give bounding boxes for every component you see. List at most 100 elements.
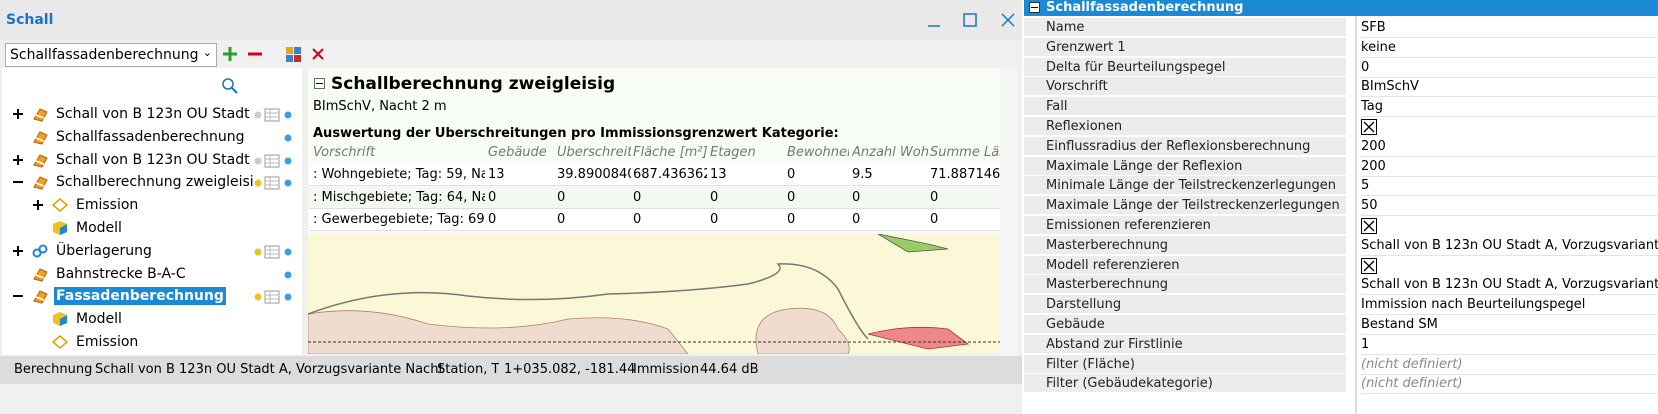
status-text: 44.64 dB — [700, 362, 759, 377]
table-cell: 0 — [557, 189, 566, 205]
tree-item[interactable]: Modell — [76, 311, 122, 328]
search-icon[interactable] — [220, 76, 240, 96]
table-cell: 71.8871467 — [930, 167, 1000, 182]
table-cell: 0 — [710, 189, 719, 205]
property-name: Minimale Länge der Teilstreckenzerlegung… — [1024, 176, 1346, 196]
column-header: Anzahl Woh — [852, 145, 928, 160]
expander — [33, 200, 43, 211]
status-marker — [254, 290, 292, 304]
report-title: Schallberechnung zweigleisig — [331, 74, 616, 94]
property-name: Emissionen referenzieren — [1024, 216, 1346, 235]
property-value[interactable]: BImSchV — [1361, 77, 1658, 98]
window-controls[interactable] — [920, 10, 1020, 32]
tree-item[interactable]: Bahnstrecke B-A-C — [56, 265, 186, 282]
tree-icon — [53, 221, 67, 235]
table-cell: 0 — [787, 167, 796, 182]
status-marker — [284, 134, 292, 142]
property-value[interactable]: 5 — [1361, 176, 1658, 197]
tree-icon — [52, 335, 68, 349]
table-cell: 0 — [710, 212, 719, 227]
tree-icon — [33, 267, 48, 282]
column-header: Fläche [m²] — [633, 145, 707, 160]
expander — [13, 245, 23, 256]
map[interactable] — [308, 234, 1000, 354]
tree-item[interactable]: Emission — [76, 334, 139, 350]
expander — [13, 181, 23, 184]
tree-item[interactable]: Modell — [76, 220, 122, 236]
table-cell: 0 — [852, 189, 861, 205]
table-cell: 9.5 — [852, 167, 873, 182]
property-name: Masterberechnung — [1024, 275, 1346, 295]
status-text: Station, T — [437, 362, 500, 377]
column-header: Summe Läst — [930, 145, 1000, 160]
property-value[interactable]: SFB — [1361, 18, 1658, 38]
status-marker — [284, 271, 292, 279]
tree-item[interactable]: Schallberechnung zweigleisig — [56, 174, 254, 191]
property-value[interactable]: 200 — [1361, 157, 1658, 177]
tree-icon — [52, 198, 68, 213]
dropdown[interactable]: Schallfassadenberechnung ⌄ — [5, 43, 217, 67]
table-row[interactable] — [309, 164, 1000, 186]
property-name: Filter (Fläche) — [1024, 354, 1346, 374]
scrollbar[interactable] — [1000, 68, 1018, 356]
property-name: Modell referenzieren — [1024, 255, 1346, 275]
status-marker — [254, 154, 292, 168]
property-name: Filter (Gebäudekategorie) — [1024, 374, 1346, 394]
property-name: Vorschrift — [1024, 77, 1346, 97]
property-value[interactable]: Tag — [1361, 97, 1658, 118]
column-header: Etagen — [710, 145, 756, 160]
checkbox — [1361, 119, 1377, 135]
property-value[interactable]: (nicht definiert) — [1361, 374, 1658, 395]
table-cell: 0 — [930, 189, 939, 205]
property-name: Grenzwert 1 — [1024, 37, 1346, 57]
tree-icon — [33, 176, 48, 190]
property-name: Maximale Länge der Reflexion — [1024, 156, 1346, 176]
tree-item[interactable]: Fassadenberechnung — [54, 287, 226, 306]
tree-panel — [2, 68, 302, 355]
dropdown-text: Schallfassadenberechnung — [10, 47, 199, 63]
tree-icon — [33, 153, 48, 168]
property-value[interactable]: 1 — [1361, 335, 1658, 355]
column-header: Gebäude — [488, 145, 547, 160]
column-header: Bewohner — [787, 145, 849, 160]
property-name: Darstellung — [1024, 295, 1346, 315]
window-title: Schall — [6, 12, 54, 28]
status-marker — [254, 176, 292, 190]
collapse-icon[interactable] — [1029, 2, 1041, 14]
tree-item[interactable]: Schallfassadenberechnung — [56, 128, 245, 145]
property-header — [1024, 0, 1658, 16]
property-value[interactable]: Bestand SM — [1361, 315, 1658, 335]
status-text: Schall von B 123n OU Stadt A, Vorzugsvar… — [95, 362, 444, 377]
toolbar[interactable] — [220, 44, 330, 66]
tree-item[interactable]: Überlagerung — [56, 242, 152, 259]
tree-icon — [33, 108, 48, 122]
table-cell: 0 — [633, 189, 642, 205]
table-row[interactable] — [309, 209, 1000, 231]
property-name: Maximale Länge der Teilstreckenzerlegung… — [1024, 196, 1346, 216]
property-value[interactable]: 200 — [1361, 137, 1658, 157]
property-value[interactable]: 0 — [1361, 58, 1658, 78]
checkbox — [1361, 218, 1377, 234]
property-value[interactable]: Schall von B 123n OU Stadt A, Vorzugsvar… — [1361, 236, 1658, 256]
property-value[interactable]: Schall von B 123n OU Stadt A, Vorzugsvar… — [1361, 275, 1658, 296]
property-name: Masterberechnung — [1024, 235, 1346, 255]
tree-item[interactable]: Schall von B 123n OU Stadt A, Vorzugsvar… — [56, 106, 254, 122]
property-title: Schallfassadenberechnung — [1046, 0, 1244, 15]
property-value[interactable]: 50 — [1361, 196, 1658, 217]
property-value[interactable]: Immission nach Beurteilungspegel — [1361, 295, 1658, 316]
tree-item[interactable]: Schall von B 123n OU Stadt A, Vorzugsvar… — [56, 151, 254, 168]
table-cell: 0 — [787, 212, 796, 227]
property-name: Reflexionen — [1024, 117, 1346, 136]
table-cell: 0 — [787, 189, 796, 205]
property-value[interactable]: (nicht definiert) — [1361, 355, 1658, 375]
table-row[interactable] — [309, 186, 1000, 209]
title-bar — [0, 0, 1022, 40]
collapse-icon[interactable] — [314, 78, 326, 90]
tree-item[interactable]: Emission — [76, 197, 139, 214]
status-marker — [254, 245, 292, 259]
expander — [13, 154, 23, 165]
property-name: Fall — [1024, 97, 1346, 117]
property-name: Gebäude — [1024, 315, 1346, 334]
property-value[interactable]: keine — [1361, 38, 1658, 58]
